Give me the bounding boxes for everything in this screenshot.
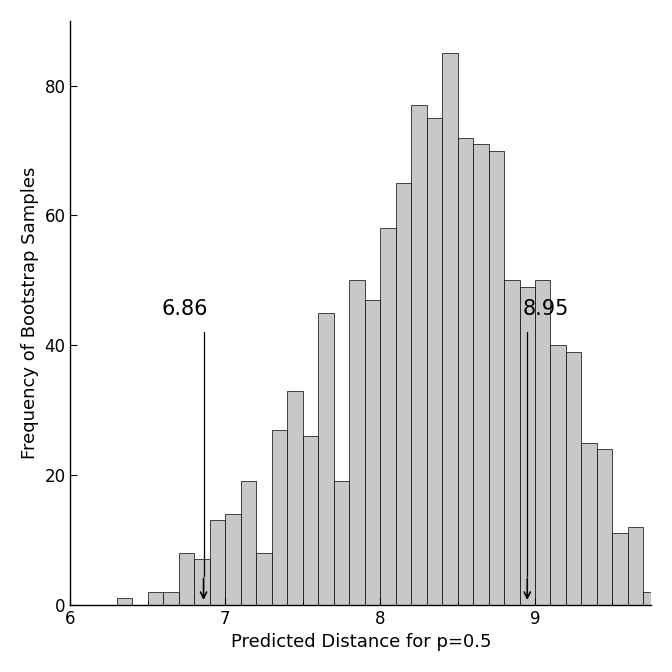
Bar [148,592,163,605]
Bar [489,151,504,605]
Bar [210,520,225,605]
Y-axis label: Frequency of Bootstrap Samples: Frequency of Bootstrap Samples [21,167,39,459]
Bar [396,183,411,605]
Text: 6.86: 6.86 [162,299,208,319]
Bar [380,228,396,605]
Bar [473,144,489,605]
Bar [504,280,519,605]
Bar [458,138,473,605]
Bar [179,553,194,605]
Text: 8.95: 8.95 [523,299,569,319]
Bar [287,390,302,605]
Bar [349,280,365,605]
Bar [302,436,318,605]
Bar [581,443,597,605]
Bar [256,553,271,605]
Bar [163,592,179,605]
Bar [628,527,643,605]
Bar [271,429,287,605]
X-axis label: Predicted Distance for p=0.5: Predicted Distance for p=0.5 [230,633,491,651]
Bar [334,481,349,605]
Bar [535,280,550,605]
Bar [318,312,334,605]
Bar [550,345,566,605]
Bar [612,534,628,605]
Bar [659,585,672,605]
Bar [442,53,458,605]
Bar [225,514,241,605]
Bar [365,300,380,605]
Bar [597,449,612,605]
Bar [241,481,256,605]
Bar [427,118,442,605]
Bar [643,592,659,605]
Bar [117,598,132,605]
Bar [566,351,581,605]
Bar [194,559,210,605]
Bar [411,106,427,605]
Bar [519,287,535,605]
